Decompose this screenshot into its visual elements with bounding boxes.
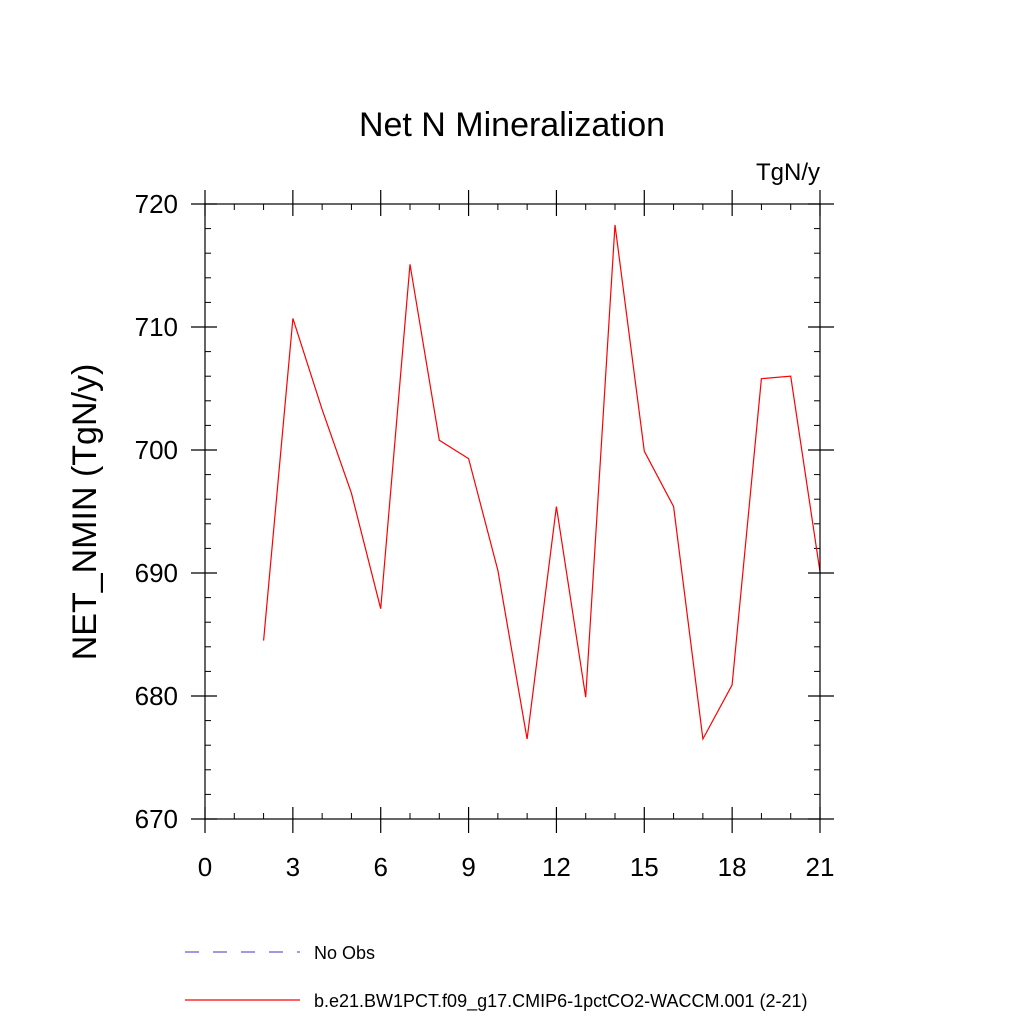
y-axis-label: NET_NMIN (TgN/y) — [66, 364, 104, 661]
y-tick-label: 700 — [135, 435, 178, 465]
minor-ticks — [205, 204, 820, 819]
y-tick-label: 720 — [135, 189, 178, 219]
units-label: TgN/y — [756, 159, 820, 186]
x-tick-label: 0 — [198, 852, 212, 882]
legend-label-no-obs: No Obs — [314, 943, 375, 963]
x-tick-label: 12 — [542, 852, 571, 882]
x-tick-label: 15 — [630, 852, 659, 882]
x-tick-label: 9 — [461, 852, 475, 882]
legend: No Obs b.e21.BW1PCT.f09_g17.CMIP6-1pctCO… — [185, 943, 808, 1012]
x-tick-label: 6 — [373, 852, 387, 882]
y-tick-label: 710 — [135, 312, 178, 342]
y-tick-label: 680 — [135, 681, 178, 711]
chart-title: Net N Mineralization — [359, 106, 665, 144]
x-tick-label: 18 — [718, 852, 747, 882]
x-tick-label: 3 — [286, 852, 300, 882]
tick-labels: 0 3 6 9 12 15 18 21 670 680 690 700 710 720 — [135, 189, 835, 882]
major-ticks — [191, 190, 834, 833]
y-tick-label: 670 — [135, 804, 178, 834]
legend-label-series: b.e21.BW1PCT.f09_g17.CMIP6-1pctCO2-WACCM… — [314, 991, 808, 1012]
plot-frame — [204, 203, 821, 820]
y-tick-label: 690 — [135, 558, 178, 588]
series-line — [263, 224, 821, 741]
x-tick-label: 21 — [806, 852, 835, 882]
